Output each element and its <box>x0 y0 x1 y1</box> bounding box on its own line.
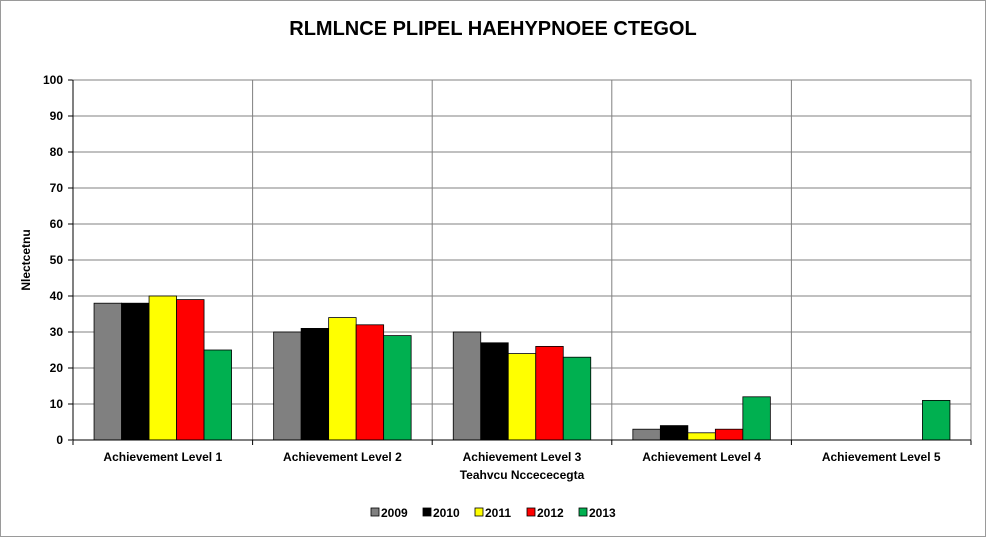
bar-2012-2 <box>355 324 385 441</box>
bar-2009-1 <box>93 302 122 441</box>
x-tick-label: Achievement Level 3 <box>463 450 582 464</box>
legend: 2009 2010 2011 2012 2013 <box>370 506 616 520</box>
legend-label-2012: 2012 <box>537 506 564 520</box>
x-axis-title: Teahvcu Nccececegta <box>460 468 585 482</box>
y-tick-label-80: 80 <box>50 145 64 159</box>
x-tick-label: Achievement Level 4 <box>642 450 761 464</box>
legend-swatch-2011 <box>474 507 484 517</box>
y-tick-label-60: 60 <box>50 217 64 231</box>
legend-label-2011: 2011 <box>485 506 511 520</box>
y-tick-label-40: 40 <box>50 289 64 303</box>
legend-swatch-2010 <box>422 507 432 517</box>
bar-2013-3 <box>562 356 592 441</box>
y-tick-label-50: 50 <box>50 253 64 267</box>
plot-area: 0 10 20 30 40 50 60 70 80 90 100 Achievement Level … <box>43 73 972 464</box>
bar-2011-1 <box>148 295 177 441</box>
bar-2011-3 <box>507 353 537 441</box>
bar-2012-3 <box>535 345 564 441</box>
x-tick-label: Achievement Level 5 <box>822 450 941 464</box>
legend-label-2009: 2009 <box>381 506 408 520</box>
bar-2009-3 <box>452 331 482 441</box>
chart-title: RLMLNCE PLIPEL HAEHYPNOEE CTEGOL <box>289 18 696 40</box>
y-tick-label-70: 70 <box>50 181 64 195</box>
bar-2011-4 <box>687 432 716 441</box>
bar-2013-2 <box>383 335 412 441</box>
y-tick-label-100: 100 <box>43 73 63 87</box>
y-tick-label-90: 90 <box>50 109 64 123</box>
y-tick-label-10: 10 <box>50 397 64 411</box>
y-tick-label-0: 0 <box>56 433 63 447</box>
legend-label-2013: 2013 <box>589 506 616 520</box>
x-tick-label: Achievement Level 1 <box>103 450 222 464</box>
legend-swatch-2012 <box>526 507 536 517</box>
x-tick-label: Achievement Level 2 <box>283 450 402 464</box>
y-tick-label-20: 20 <box>50 361 64 375</box>
bar-2010-2 <box>300 327 330 441</box>
bar-2013-1 <box>203 349 232 441</box>
bar-2012-4 <box>714 428 744 441</box>
bar-2012-1 <box>176 299 205 441</box>
bar-2011-2 <box>328 317 357 441</box>
bar-2010-4 <box>659 425 689 441</box>
legend-swatch-2013 <box>578 507 588 517</box>
y-tick-label-30: 30 <box>50 325 64 339</box>
bar-2013-4 <box>742 396 771 441</box>
y-axis-title: Nlectcetnu <box>19 229 33 290</box>
legend-swatch-2009 <box>370 507 380 517</box>
bar-2010-3 <box>480 342 509 441</box>
bar-2009-2 <box>273 331 302 441</box>
bar-2010-1 <box>121 302 150 441</box>
bar-2009-4 <box>632 428 661 441</box>
bar-2013-5 <box>922 399 951 441</box>
legend-label-2010: 2010 <box>433 506 460 520</box>
